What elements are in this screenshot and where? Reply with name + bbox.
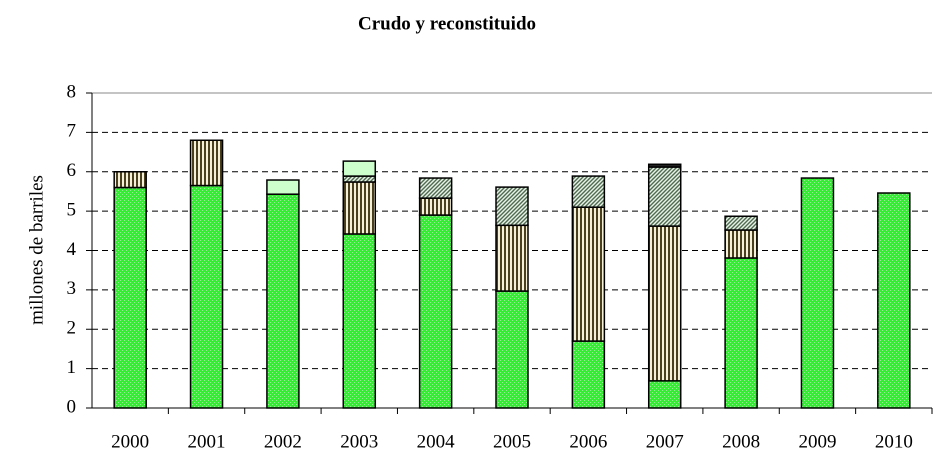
bar-segment (724, 229, 758, 259)
bar-segment (800, 177, 835, 409)
y-tick-label: 8 (67, 81, 77, 102)
bar-segment (113, 171, 147, 189)
bar-segment (266, 193, 300, 409)
y-tick-label: 1 (67, 357, 77, 378)
bar-segment (342, 233, 377, 409)
bar-segment (571, 206, 606, 342)
bar-segment (342, 160, 377, 177)
bar-segment (571, 175, 606, 208)
y-axis-label: millones de barriles (26, 175, 47, 325)
y-tick-label: 3 (67, 278, 77, 299)
bar-segment (495, 290, 529, 409)
y-tick-label: 7 (67, 121, 77, 142)
bar-segment (647, 166, 682, 227)
bar-segment (342, 175, 377, 183)
x-tick-label: 2007 (646, 431, 684, 452)
x-tick-label: 2010 (875, 431, 913, 452)
x-tick-label: 2006 (569, 431, 607, 452)
x-tick-label: 2002 (264, 431, 302, 452)
bar-segment (418, 177, 453, 199)
y-tick-label: 0 (67, 396, 77, 417)
bar-segment (724, 215, 758, 231)
y-tick-label: 2 (67, 318, 77, 339)
x-tick-label: 2000 (111, 431, 149, 452)
x-tick-label: 2005 (493, 431, 531, 452)
x-tick-label: 2001 (188, 431, 226, 452)
bar-segment (113, 186, 147, 409)
bar-segment (189, 184, 224, 409)
chart-title: Crudo y reconstituido (358, 13, 536, 34)
bar-segment (647, 380, 682, 409)
bar-segment (418, 214, 453, 409)
bar-segment (647, 225, 682, 382)
x-tick-label: 2009 (798, 431, 836, 452)
bar-segment (266, 179, 300, 195)
x-tick-label: 2003 (340, 431, 378, 452)
y-tick-label: 5 (67, 199, 77, 220)
bar-segment (647, 163, 682, 168)
bar-segment (495, 186, 529, 227)
x-tick-label: 2008 (722, 431, 760, 452)
x-tick-label: 2004 (417, 431, 456, 452)
bar-segment (495, 224, 529, 292)
bar-segment (724, 257, 758, 409)
bar-segment (189, 139, 224, 187)
bar-segment (342, 181, 377, 235)
bar-segment (571, 340, 606, 409)
y-tick-label: 4 (67, 239, 77, 260)
y-tick-label: 6 (67, 160, 77, 181)
bar-segment (418, 197, 453, 216)
bar-segment (877, 192, 911, 409)
